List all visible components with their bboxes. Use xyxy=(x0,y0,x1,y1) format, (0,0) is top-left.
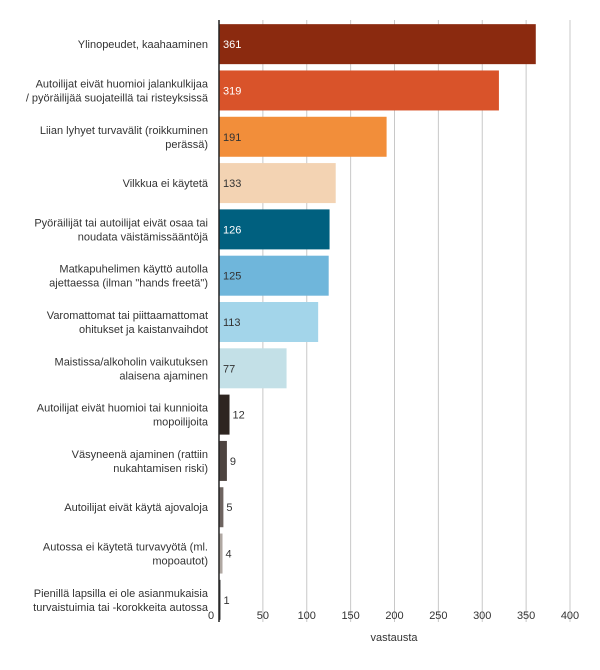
category-label: Ylinopeudet, kaahaaminen xyxy=(78,39,208,51)
value-label: 4 xyxy=(226,549,232,561)
bar xyxy=(219,116,387,157)
value-label: 191 xyxy=(223,132,241,144)
bar xyxy=(219,209,330,250)
value-label: 113 xyxy=(223,317,241,329)
value-label: 77 xyxy=(223,363,235,375)
category-label: Autossa ei käytetä turvavyötä (ml. mopoau… xyxy=(43,542,208,568)
category-label: Vilkkua ei käytetä xyxy=(123,178,209,190)
category-label: Maistissa/alkoholin vaikutuksen alaisena … xyxy=(55,356,208,382)
value-label: 9 xyxy=(230,456,236,468)
bar xyxy=(219,302,319,342)
bar xyxy=(219,255,329,296)
bar xyxy=(219,163,336,204)
category-label: Autoilijat eivät huomioi tai kunnioita mo… xyxy=(37,403,209,429)
category-label: Pyöräilijät tai autoilijat eivät osaa ta… xyxy=(34,217,209,243)
value-label: 133 xyxy=(223,178,241,190)
value-labels: 361 319 191 133 126 125 113 77 12 9 5 4 1 xyxy=(223,39,245,607)
bar xyxy=(219,348,287,389)
x-tick-label: 350 xyxy=(517,610,535,622)
x-tick-label: 250 xyxy=(429,610,447,622)
x-tick-label: 100 xyxy=(298,610,316,622)
bar xyxy=(219,394,230,435)
x-axis-title: vastausta xyxy=(370,632,418,644)
value-label: 319 xyxy=(223,85,241,97)
bar xyxy=(219,487,224,528)
x-tick-label: 0 xyxy=(208,610,214,622)
x-tick-label: 300 xyxy=(473,610,491,622)
value-label: 1 xyxy=(224,595,230,607)
bar xyxy=(219,24,536,65)
category-label: Autoilijat eivät huomioi jalankulkijaa / … xyxy=(26,78,209,104)
value-label: 125 xyxy=(223,271,241,283)
bar xyxy=(219,70,499,111)
bars xyxy=(219,24,536,620)
value-label: 12 xyxy=(233,410,245,422)
value-label: 5 xyxy=(226,502,232,514)
bar xyxy=(219,533,223,574)
category-label: Pienillä lapsilla ei ole asianmukaisia tu… xyxy=(33,588,209,614)
bar xyxy=(219,440,227,481)
category-labels: Ylinopeudet, kaahaaminen Autoilijat eivät… xyxy=(26,39,209,614)
category-label: Väsyneenä ajaminen (rattiin nukahtamisen … xyxy=(72,449,208,475)
value-label: 126 xyxy=(223,224,241,236)
x-tick-label: 400 xyxy=(561,610,579,622)
value-label: 361 xyxy=(223,39,241,51)
x-tick-label: 200 xyxy=(385,610,403,622)
category-label: Varomattomat tai piittaamattomat ohitukse… xyxy=(47,310,208,336)
category-label: Autoilijat eivät käytä ajovaloja xyxy=(64,502,209,514)
x-tick-labels: 0 50 100 150 200 250 300 350 400 xyxy=(208,610,579,622)
x-tick-label: 50 xyxy=(257,610,269,622)
category-label: Matkapuhelimen käyttö autolla ajettaessa … xyxy=(49,264,209,290)
category-label: Liian lyhyet turvavälit (roikkuminen perä… xyxy=(40,125,208,151)
x-tick-label: 150 xyxy=(341,610,359,622)
